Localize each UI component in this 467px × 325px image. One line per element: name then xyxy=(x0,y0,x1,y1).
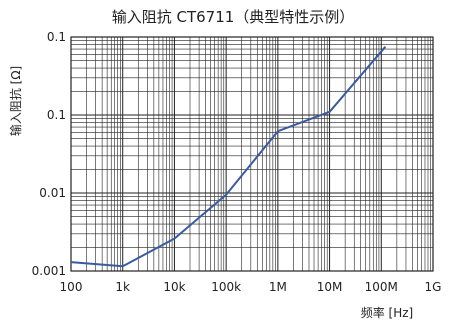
grid xyxy=(71,37,433,271)
x-tick-label: 100M xyxy=(365,280,398,294)
x-tick-label: 10k xyxy=(163,280,185,294)
x-axis-label: 频率 [Hz] xyxy=(361,305,414,320)
series-line xyxy=(70,46,387,268)
y-tick-label: 0.001 xyxy=(32,264,66,278)
y-tick-label: 0.1 xyxy=(47,30,66,44)
x-tick-label: 10M xyxy=(317,280,343,294)
chart-title: 输入阻抗 CT6711（典型特性示例） xyxy=(112,8,355,26)
x-tick-labels: 100 1k 10k 100k 1M 10M 100M 1G xyxy=(60,280,442,294)
x-tick-label: 1M xyxy=(269,280,287,294)
series-layer xyxy=(70,46,387,268)
plot-frame xyxy=(70,36,434,272)
y-axis-label: 输入阻抗 [Ω] xyxy=(8,66,23,136)
y-tick-label: 0.1 xyxy=(47,108,66,122)
y-tick-labels: 0.001 0.01 0.1 0.1 xyxy=(32,30,66,278)
x-tick-label: 100 xyxy=(60,280,83,294)
y-tick-label: 0.01 xyxy=(39,186,66,200)
x-tick-label: 1G xyxy=(425,280,442,294)
x-tick-label: 100k xyxy=(211,280,241,294)
x-tick-label: 1k xyxy=(115,280,130,294)
